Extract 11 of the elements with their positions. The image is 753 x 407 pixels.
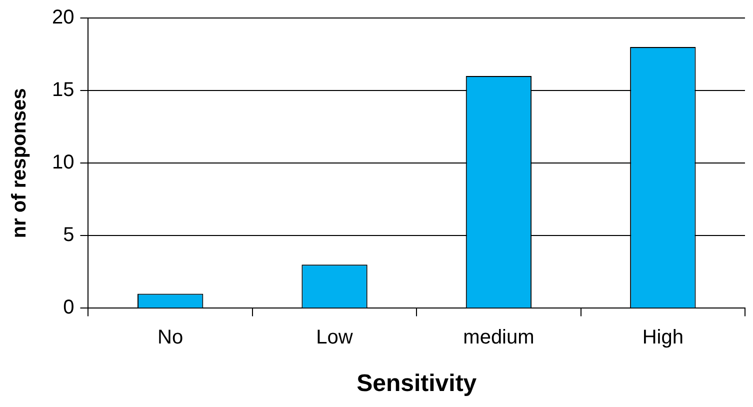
y-tick-label: 20	[52, 6, 74, 29]
y-tick-label: 15	[52, 79, 74, 102]
x-tick-label: High	[642, 326, 684, 349]
y-tick-label: 5	[63, 224, 74, 246]
y-tick-label: 0	[63, 296, 74, 319]
x-tick-label: No	[158, 326, 184, 349]
y-tick-label: 10	[52, 152, 74, 174]
y-axis-title: nr of responses	[8, 88, 31, 238]
x-tick-label: Low	[316, 326, 354, 349]
x-tick-label: medium	[463, 326, 534, 349]
x-axis-title: Sensitivity	[356, 370, 478, 398]
